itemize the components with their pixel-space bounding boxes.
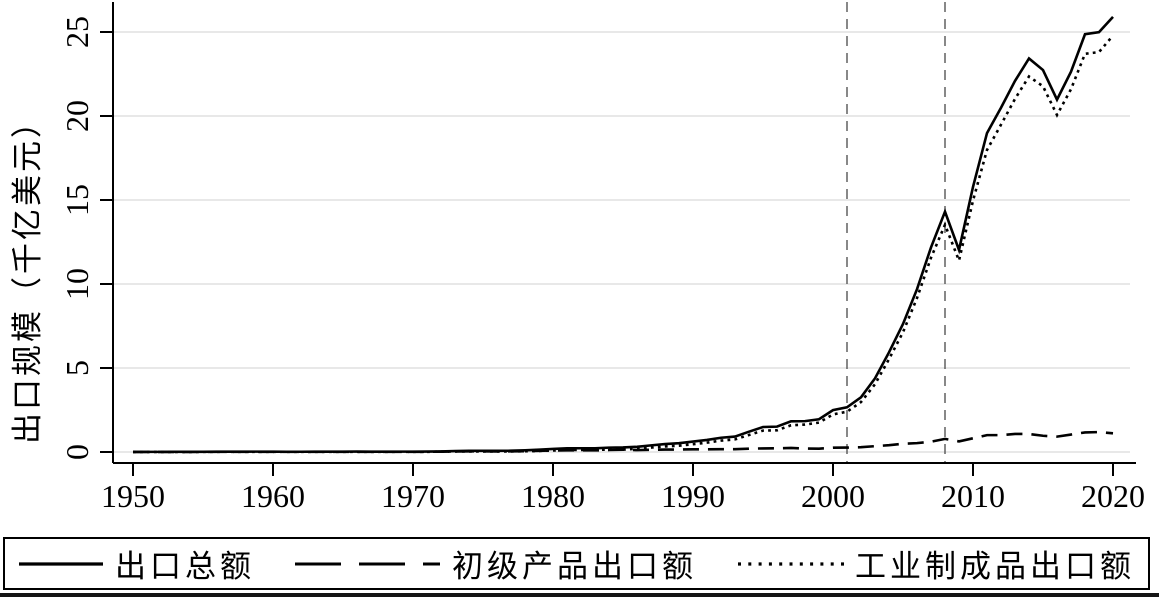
- x-tick-label-1990: 1990: [661, 478, 725, 514]
- x-tick-label-2020: 2020: [1081, 478, 1145, 514]
- legend-label-manufactured-goods: 工业制成品出口额: [855, 549, 1135, 584]
- legend-entry-total-exports: 出口总额: [18, 541, 255, 586]
- bottom-separator-rule: [0, 593, 1159, 597]
- x-tick-label-2010: 2010: [941, 478, 1005, 514]
- y-tick-label-5: 5: [59, 360, 95, 376]
- legend-label-total-exports: 出口总额: [115, 549, 255, 584]
- dotted-line-sample-icon: [738, 561, 844, 566]
- series-line-dotted: [132, 34, 1114, 454]
- y-tick-label-25: 25: [59, 16, 95, 48]
- dashed-line-sample-icon: [295, 562, 441, 565]
- legend-label-primary-products: 初级产品出口额: [452, 549, 697, 584]
- x-tick-label-1980: 1980: [521, 478, 585, 514]
- x-tick-label-1950: 1950: [101, 478, 165, 514]
- series-line-solid: [132, 15, 1114, 454]
- y-tick-label-15: 15: [59, 184, 95, 216]
- y-axis-title: 出口规模（千亿美元）: [10, 104, 45, 444]
- series-line-long-dash: [132, 430, 1114, 454]
- legend-entry-primary-products: 初级产品出口额: [295, 541, 697, 586]
- plot-area: [100, 2, 1136, 476]
- legend-box: 出口总额 初级产品出口额 工业制成品出口额: [3, 537, 1150, 590]
- y-tick-label-20: 20: [59, 100, 95, 132]
- solid-line-sample-icon: [19, 561, 103, 566]
- legend-entry-manufactured-goods: 工业制成品出口额: [737, 541, 1135, 586]
- x-tick-label-2000: 2000: [801, 478, 865, 514]
- y-tick-label-10: 10: [59, 268, 95, 300]
- x-tick-label-1960: 1960: [241, 478, 305, 514]
- x-tick-label-1970: 1970: [381, 478, 445, 514]
